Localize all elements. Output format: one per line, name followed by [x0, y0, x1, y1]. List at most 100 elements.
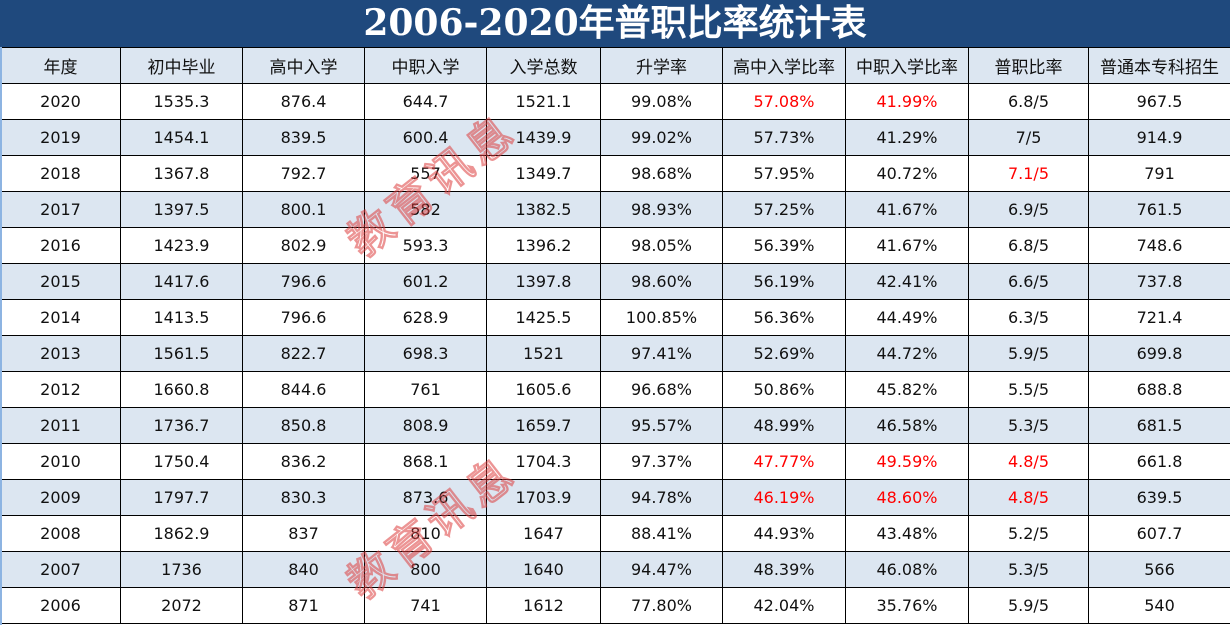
data-cell[interactable]: 5.9/5: [968, 587, 1089, 624]
data-cell[interactable]: 2072: [120, 587, 243, 624]
data-cell[interactable]: 96.68%: [600, 371, 723, 408]
data-cell[interactable]: 1640: [486, 551, 601, 588]
data-cell[interactable]: 48.99%: [722, 407, 846, 444]
data-cell[interactable]: 44.49%: [845, 299, 969, 336]
data-cell[interactable]: 1417.6: [120, 263, 243, 300]
data-cell[interactable]: 1736: [120, 551, 243, 588]
data-cell[interactable]: 681.5: [1088, 407, 1230, 444]
data-cell[interactable]: 5.5/5: [968, 371, 1089, 408]
data-cell[interactable]: 6.6/5: [968, 263, 1089, 300]
data-cell[interactable]: 5.3/5: [968, 551, 1089, 588]
data-cell[interactable]: 1612: [486, 587, 601, 624]
data-cell[interactable]: 582: [364, 191, 487, 228]
data-cell[interactable]: 844.6: [242, 371, 365, 408]
data-cell[interactable]: 791: [1088, 155, 1230, 192]
data-cell[interactable]: 98.60%: [600, 263, 723, 300]
data-cell[interactable]: 1367.8: [120, 155, 243, 192]
data-cell[interactable]: 4.8/5: [968, 443, 1089, 480]
data-cell[interactable]: 830.3: [242, 479, 365, 516]
data-cell[interactable]: 839.5: [242, 119, 365, 156]
data-cell[interactable]: 566: [1088, 551, 1230, 588]
data-cell[interactable]: 761: [364, 371, 487, 408]
column-header[interactable]: 普职比率: [968, 47, 1089, 84]
data-cell[interactable]: 6.9/5: [968, 191, 1089, 228]
data-cell[interactable]: 98.68%: [600, 155, 723, 192]
data-cell[interactable]: 873.6: [364, 479, 487, 516]
data-cell[interactable]: 57.08%: [722, 83, 846, 120]
year-cell[interactable]: 2014: [0, 299, 121, 336]
data-cell[interactable]: 540: [1088, 587, 1230, 624]
data-cell[interactable]: 1396.2: [486, 227, 601, 264]
data-cell[interactable]: 796.6: [242, 299, 365, 336]
data-cell[interactable]: 5.9/5: [968, 335, 1089, 372]
data-cell[interactable]: 41.99%: [845, 83, 969, 120]
data-cell[interactable]: 628.9: [364, 299, 487, 336]
data-cell[interactable]: 94.78%: [600, 479, 723, 516]
data-cell[interactable]: 1349.7: [486, 155, 601, 192]
data-cell[interactable]: 52.69%: [722, 335, 846, 372]
data-cell[interactable]: 601.2: [364, 263, 487, 300]
year-cell[interactable]: 2008: [0, 515, 121, 552]
data-cell[interactable]: 1704.3: [486, 443, 601, 480]
data-cell[interactable]: 43.48%: [845, 515, 969, 552]
year-cell[interactable]: 2019: [0, 119, 121, 156]
data-cell[interactable]: 77.80%: [600, 587, 723, 624]
column-header[interactable]: 中职入学比率: [845, 47, 969, 84]
data-cell[interactable]: 88.41%: [600, 515, 723, 552]
year-cell[interactable]: 2011: [0, 407, 121, 444]
data-cell[interactable]: 1647: [486, 515, 601, 552]
data-cell[interactable]: 1736.7: [120, 407, 243, 444]
column-header[interactable]: 高中入学比率: [722, 47, 846, 84]
data-cell[interactable]: 35.76%: [845, 587, 969, 624]
data-cell[interactable]: 810: [364, 515, 487, 552]
data-cell[interactable]: 46.08%: [845, 551, 969, 588]
data-cell[interactable]: 48.60%: [845, 479, 969, 516]
data-cell[interactable]: 100.85%: [600, 299, 723, 336]
data-cell[interactable]: 557: [364, 155, 487, 192]
data-cell[interactable]: 639.5: [1088, 479, 1230, 516]
data-cell[interactable]: 800.1: [242, 191, 365, 228]
data-cell[interactable]: 1439.9: [486, 119, 601, 156]
data-cell[interactable]: 593.3: [364, 227, 487, 264]
year-cell[interactable]: 2018: [0, 155, 121, 192]
year-cell[interactable]: 2009: [0, 479, 121, 516]
data-cell[interactable]: 967.5: [1088, 83, 1230, 120]
data-cell[interactable]: 800: [364, 551, 487, 588]
year-cell[interactable]: 2020: [0, 83, 121, 120]
data-cell[interactable]: 98.05%: [600, 227, 723, 264]
year-cell[interactable]: 2006: [0, 587, 121, 624]
data-cell[interactable]: 98.93%: [600, 191, 723, 228]
data-cell[interactable]: 44.72%: [845, 335, 969, 372]
data-cell[interactable]: 56.39%: [722, 227, 846, 264]
data-cell[interactable]: 57.73%: [722, 119, 846, 156]
data-cell[interactable]: 6.8/5: [968, 83, 1089, 120]
data-cell[interactable]: 5.2/5: [968, 515, 1089, 552]
data-cell[interactable]: 42.41%: [845, 263, 969, 300]
data-cell[interactable]: 99.02%: [600, 119, 723, 156]
data-cell[interactable]: 95.57%: [600, 407, 723, 444]
data-cell[interactable]: 871: [242, 587, 365, 624]
year-cell[interactable]: 2012: [0, 371, 121, 408]
data-cell[interactable]: 41.29%: [845, 119, 969, 156]
column-header[interactable]: 高中入学: [242, 47, 365, 84]
data-cell[interactable]: 6.8/5: [968, 227, 1089, 264]
data-cell[interactable]: 1797.7: [120, 479, 243, 516]
column-header[interactable]: 普通本专科招生: [1088, 47, 1230, 84]
data-cell[interactable]: 94.47%: [600, 551, 723, 588]
data-cell[interactable]: 1454.1: [120, 119, 243, 156]
data-cell[interactable]: 6.3/5: [968, 299, 1089, 336]
data-cell[interactable]: 1862.9: [120, 515, 243, 552]
data-cell[interactable]: 761.5: [1088, 191, 1230, 228]
data-cell[interactable]: 57.25%: [722, 191, 846, 228]
data-cell[interactable]: 840: [242, 551, 365, 588]
data-cell[interactable]: 876.4: [242, 83, 365, 120]
data-cell[interactable]: 50.86%: [722, 371, 846, 408]
year-cell[interactable]: 2010: [0, 443, 121, 480]
data-cell[interactable]: 802.9: [242, 227, 365, 264]
data-cell[interactable]: 40.72%: [845, 155, 969, 192]
data-cell[interactable]: 808.9: [364, 407, 487, 444]
column-header[interactable]: 升学率: [600, 47, 723, 84]
data-cell[interactable]: 48.39%: [722, 551, 846, 588]
data-cell[interactable]: 1521: [486, 335, 601, 372]
column-header[interactable]: 入学总数: [486, 47, 601, 84]
